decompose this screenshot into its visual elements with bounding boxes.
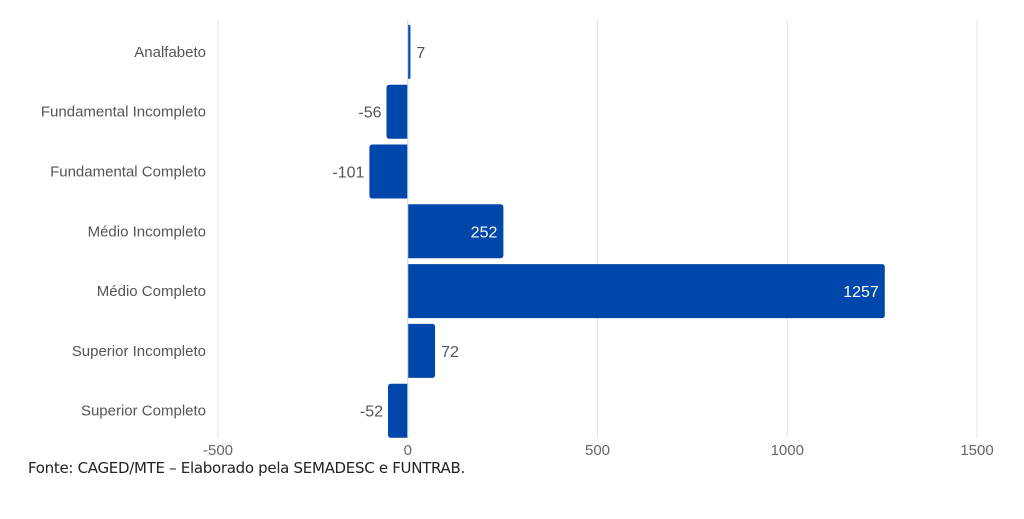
bar (407, 204, 504, 259)
data-label: 252 (471, 224, 498, 241)
data-label: -52 (360, 404, 383, 421)
data-label: 72 (441, 344, 459, 361)
category-label: Fundamental Incompleto (41, 104, 206, 121)
category-label: Analfabeto (134, 44, 206, 61)
data-label: -101 (332, 165, 364, 182)
x-tick-label: 500 (585, 442, 610, 459)
category-label: Superior Completo (81, 403, 206, 420)
data-label: 1257 (843, 284, 879, 301)
bar (386, 84, 408, 139)
x-tick-label: -500 (203, 442, 233, 459)
bar (369, 144, 408, 199)
category-label: Médio Incompleto (88, 223, 206, 240)
bar (407, 264, 885, 319)
bar (388, 383, 408, 438)
x-tick-label: 1500 (960, 442, 993, 459)
category-label: Superior Incompleto (72, 343, 206, 360)
data-label: -56 (358, 105, 381, 122)
data-label: 7 (416, 45, 425, 62)
bar (407, 24, 411, 79)
source-note: Fonte: CAGED/MTE – Elaborado pela SEMADE… (28, 459, 465, 477)
bar (407, 323, 436, 378)
x-tick-label: 0 (404, 442, 412, 459)
category-label: Fundamental Completo (50, 164, 206, 181)
x-tick-label: 1000 (771, 442, 804, 459)
category-label: Médio Completo (97, 283, 206, 300)
